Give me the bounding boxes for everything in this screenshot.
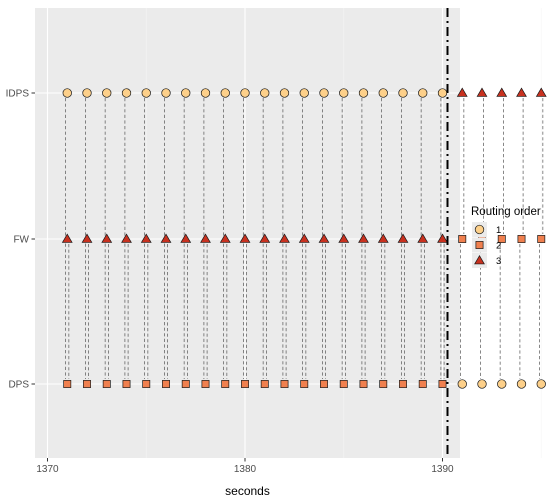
point-circle <box>358 88 369 98</box>
data-points <box>61 87 547 389</box>
point-circle <box>398 88 408 98</box>
point-square <box>221 380 230 388</box>
point-triangle <box>298 233 310 243</box>
point-circle <box>437 88 448 98</box>
point-circle <box>240 88 250 98</box>
point-circle <box>279 88 290 98</box>
point-triangle <box>456 87 468 97</box>
point-circle <box>220 88 230 98</box>
point-triangle <box>121 233 132 243</box>
point-triangle <box>397 233 409 243</box>
y-tick-label: IDPS <box>6 89 30 100</box>
point-square <box>320 380 328 388</box>
x-tick-label: 1380 <box>234 464 257 475</box>
point-circle <box>299 88 309 98</box>
point-square <box>162 380 170 388</box>
point-square <box>458 235 467 243</box>
point-square <box>438 380 447 388</box>
point-triangle <box>338 233 350 243</box>
point-triangle <box>358 233 369 243</box>
point-circle <box>536 379 546 389</box>
point-triangle <box>516 87 527 97</box>
point-circle <box>181 88 191 98</box>
point-square <box>63 380 72 388</box>
point-circle <box>161 88 171 98</box>
point-square <box>497 235 506 243</box>
point-square <box>181 380 190 388</box>
point-circle <box>141 88 151 98</box>
point-square <box>339 380 348 388</box>
point-triangle <box>496 87 508 97</box>
point-triangle <box>437 233 448 243</box>
point-triangle <box>239 233 251 243</box>
legend-key-circle <box>474 224 485 235</box>
point-circle <box>497 379 507 389</box>
point-square <box>399 380 407 388</box>
point-triangle <box>180 233 192 243</box>
legend-title: Routing order <box>471 206 541 218</box>
point-circle <box>82 88 92 98</box>
legend-label: 2 <box>496 241 501 252</box>
point-circle <box>457 379 467 389</box>
point-square <box>517 235 526 243</box>
point-square <box>300 380 309 388</box>
point-triangle <box>81 233 93 243</box>
point-square <box>418 380 427 388</box>
point-circle <box>378 88 388 98</box>
point-square <box>379 380 388 388</box>
point-square <box>142 380 151 388</box>
y-axis: DPS FW IDPS <box>6 89 35 391</box>
legend: Routing order 1 2 3 <box>471 206 541 268</box>
point-triangle <box>279 233 290 243</box>
legend-key-square <box>475 241 484 249</box>
point-triangle <box>476 87 488 97</box>
point-triangle <box>535 87 547 97</box>
point-square <box>280 380 289 388</box>
point-circle <box>339 88 349 98</box>
point-square <box>260 380 269 388</box>
point-triangle <box>61 233 73 243</box>
y-tick-label: DPS <box>8 380 29 391</box>
point-circle <box>62 88 72 98</box>
point-square <box>241 380 249 388</box>
x-tick-label: 1390 <box>431 464 454 475</box>
point-triangle <box>200 233 211 243</box>
point-square <box>83 380 91 388</box>
point-triangle <box>219 233 231 243</box>
point-circle <box>260 88 270 98</box>
point-square <box>102 380 111 388</box>
point-circle <box>319 88 329 98</box>
point-square <box>122 380 131 388</box>
point-triangle <box>101 233 113 243</box>
point-circle <box>200 88 211 98</box>
point-circle <box>418 88 428 98</box>
point-triangle <box>140 233 152 243</box>
point-circle <box>516 379 527 389</box>
point-triangle <box>160 233 172 243</box>
legend-label: 1 <box>496 225 501 236</box>
point-circle <box>477 379 487 389</box>
point-triangle <box>417 233 429 243</box>
panel-background <box>35 8 460 458</box>
point-square <box>201 380 210 388</box>
point-triangle <box>377 233 389 243</box>
point-square <box>359 380 368 388</box>
point-circle <box>102 88 112 98</box>
x-axis: 13701380139014001410 <box>36 458 454 475</box>
point-square <box>537 235 546 243</box>
legend-label: 3 <box>496 256 501 267</box>
x-axis-title: seconds <box>225 484 270 498</box>
legend-key-triangle <box>474 255 485 265</box>
point-triangle <box>318 233 330 243</box>
x-tick-label: 1370 <box>36 464 59 475</box>
point-circle <box>121 88 132 98</box>
point-triangle <box>259 233 271 243</box>
y-tick-label: FW <box>13 235 29 246</box>
